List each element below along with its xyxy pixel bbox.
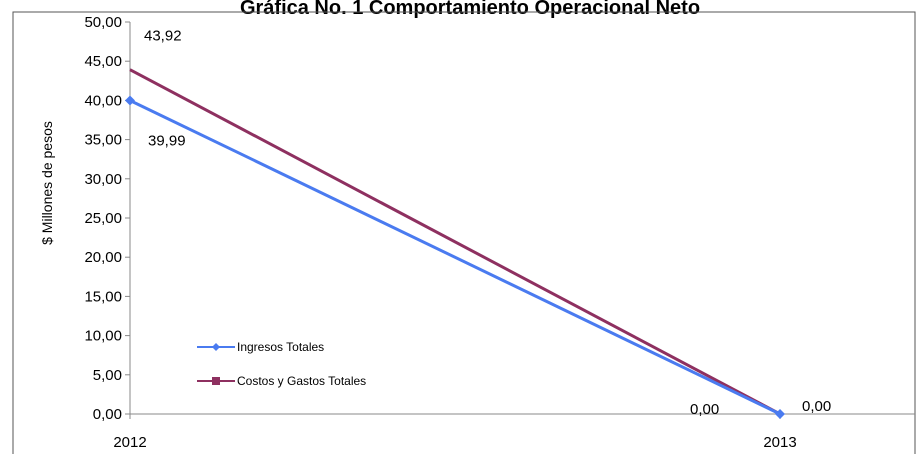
y-tick-label: 30,00 (84, 171, 122, 188)
data-label: 43,92 (144, 28, 182, 45)
data-label: 39,99 (148, 132, 186, 149)
data-label: 0,00 (690, 401, 719, 418)
y-axis-label: $ Millones de pesos (39, 121, 55, 245)
legend-marker-square (212, 377, 220, 385)
series-lines (125, 68, 785, 419)
plot-area-border (12, 11, 916, 454)
y-tick-label: 35,00 (84, 132, 122, 149)
data-point-marker (775, 409, 785, 419)
y-tick-label: 5,00 (93, 367, 122, 384)
series-line-costos (129, 68, 781, 416)
axes: 0,00 5,00 10,00 15,00 20,00 25,00 30,00 35,00 40… (84, 14, 915, 451)
x-tick-label: 2013 (763, 434, 796, 451)
y-tick-label: 0,00 (93, 406, 122, 423)
x-tick-label: 2012 (113, 434, 146, 451)
data-point-marker (125, 95, 135, 106)
y-tick-label: 25,00 (84, 210, 122, 227)
legend-entry: Costos y Gastos Totales (237, 374, 366, 388)
series-line-ingresos (129, 99, 781, 416)
y-tick-label: 50,00 (84, 14, 122, 31)
chart-title: Gráfica No. 1 Comportamiento Operacional… (240, 0, 700, 19)
data-labels: 39,99 0,00 43,92 0,00 (144, 28, 831, 418)
y-tick-label: 20,00 (84, 249, 122, 266)
y-tick-label: 40,00 (84, 92, 122, 109)
legend-entry: Ingresos Totales (237, 340, 324, 354)
legend: Ingresos Totales Costos y Gastos Totales (197, 340, 366, 388)
y-tick-label: 45,00 (84, 53, 122, 70)
data-label: 0,00 (802, 398, 831, 415)
y-tick-label: 15,00 (84, 288, 122, 305)
y-tick-label: 10,00 (84, 328, 122, 345)
legend-marker-diamond (212, 343, 220, 351)
